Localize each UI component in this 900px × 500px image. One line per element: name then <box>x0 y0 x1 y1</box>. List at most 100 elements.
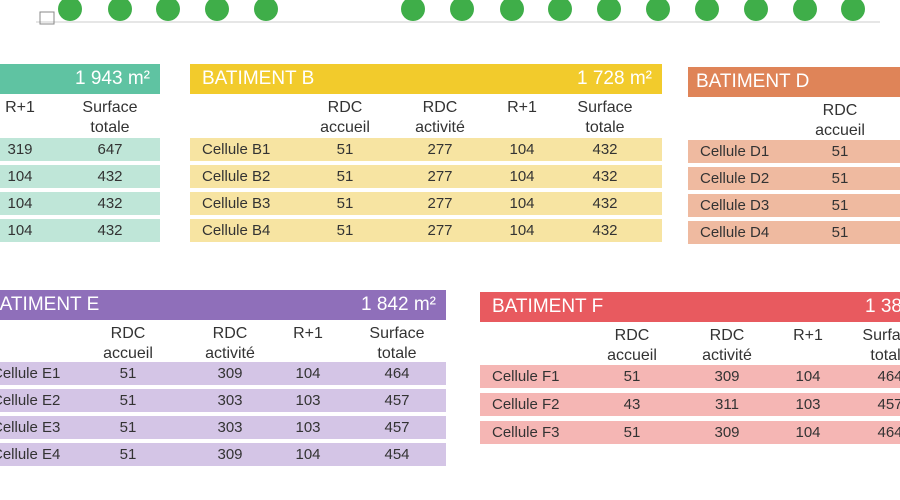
cell-value: 51 <box>336 141 354 158</box>
row-label: Cellule E3 <box>0 419 61 436</box>
cell-value: 104 <box>795 368 821 385</box>
icon <box>39 11 55 25</box>
cell-value: 103 <box>795 396 821 413</box>
cell-value: 104 <box>7 222 33 239</box>
row-label: Cellule B2 <box>202 168 271 185</box>
row-label: Cellule E2 <box>0 392 61 409</box>
column-header: RDC accueil <box>103 325 153 362</box>
cell-value: 51 <box>336 168 354 185</box>
cell-value: 464 <box>877 368 900 385</box>
cell-value: 104 <box>295 446 321 463</box>
table-row <box>0 138 160 161</box>
row-label: Cellule E1 <box>0 365 61 382</box>
table-row <box>190 219 662 242</box>
table-row <box>688 167 900 190</box>
cell-value: 464 <box>877 424 900 441</box>
cell-value: 277 <box>427 222 453 239</box>
cell-value: 51 <box>831 170 849 187</box>
cell-value: 457 <box>877 396 900 413</box>
cell-value: 303 <box>217 392 243 409</box>
cell-value: 432 <box>592 168 618 185</box>
cell-value: 303 <box>217 419 243 436</box>
cell-value: 104 <box>795 424 821 441</box>
table-title: BATIMENT B <box>202 68 315 89</box>
table-row <box>0 165 160 188</box>
tree-row <box>36 0 880 25</box>
table-header <box>190 64 662 94</box>
cell-value: 51 <box>336 222 354 239</box>
column-header: RDC accueil <box>320 99 370 136</box>
cell-value: 43 <box>623 396 641 413</box>
cell-value: 104 <box>295 365 321 382</box>
column-header: Surface totale <box>369 325 425 362</box>
table-title: BATIMENT D <box>696 71 810 92</box>
column-header: Surface totale <box>82 99 138 136</box>
table-row <box>0 389 446 412</box>
row-label: Cellule D2 <box>700 170 770 187</box>
cell-value: 647 <box>97 141 123 158</box>
table-header <box>0 290 446 320</box>
cell-value: 104 <box>7 168 33 185</box>
table-row <box>688 221 900 244</box>
row-label: Cellule F2 <box>492 396 560 413</box>
table-title: BATIMENT E <box>0 294 100 315</box>
cell-value: 311 <box>715 396 739 413</box>
cell-value: 51 <box>336 195 354 212</box>
table-row <box>688 140 900 163</box>
table-row <box>190 138 662 161</box>
row-label: Cellule B4 <box>202 222 271 239</box>
cell-value: 432 <box>592 222 618 239</box>
table-row <box>480 421 900 444</box>
trees <box>58 0 865 21</box>
table-row <box>0 192 160 215</box>
column-header: RDC activité <box>702 327 752 364</box>
table-row <box>0 443 446 466</box>
table-row <box>0 219 160 242</box>
cell-value: 51 <box>831 224 849 241</box>
cell-value: 457 <box>384 419 410 436</box>
cell-value: 309 <box>217 446 243 463</box>
cell-value: 103 <box>295 419 321 436</box>
row-label: Cellule F3 <box>492 424 560 441</box>
table-area: 1 728 m² <box>577 68 652 89</box>
column-header: RDC activité <box>415 99 465 136</box>
row-label: Cellule E4 <box>0 446 61 463</box>
row-label: Cellule B1 <box>202 141 271 158</box>
cell-value: 51 <box>119 365 137 382</box>
column-header: R+1 <box>293 325 323 342</box>
table-row <box>688 194 900 217</box>
cell-value: 51 <box>831 197 849 214</box>
cell-value: 104 <box>509 141 535 158</box>
cell-value: 432 <box>97 195 123 212</box>
column-header: Surface totale <box>577 99 633 136</box>
cell-value: 309 <box>714 368 740 385</box>
table-title: BATIMENT F <box>492 296 604 317</box>
cell-value: 432 <box>97 168 123 185</box>
column-header: R+1 <box>793 327 823 344</box>
table-row <box>190 165 662 188</box>
cell-value: 432 <box>97 222 123 239</box>
row-label: Cellule B3 <box>202 195 271 212</box>
row-label: Cellule D4 <box>700 224 770 241</box>
table-area: 1 943 m² <box>75 68 150 89</box>
column-header: R+1 <box>507 99 537 116</box>
table-header <box>0 64 160 94</box>
cell-value: 454 <box>384 446 410 463</box>
column-header: RDC activité <box>205 325 255 362</box>
table-row <box>480 365 900 388</box>
column-header: RDC accueil <box>607 327 657 364</box>
cell-value: 51 <box>831 143 849 160</box>
cell-value: 104 <box>509 195 535 212</box>
cell-value: 457 <box>384 392 410 409</box>
table-area: 1 385 m² <box>865 296 900 317</box>
cell-value: 103 <box>295 392 321 409</box>
column-header: RDC accueil <box>815 102 865 139</box>
cell-value: 277 <box>427 141 453 158</box>
column-header: R+1 <box>5 99 35 116</box>
cell-value: 51 <box>623 424 641 441</box>
cell-value: 104 <box>7 195 33 212</box>
row-label: Cellule D1 <box>700 143 770 160</box>
cell-value: 432 <box>592 195 618 212</box>
cell-value: 104 <box>509 222 535 239</box>
